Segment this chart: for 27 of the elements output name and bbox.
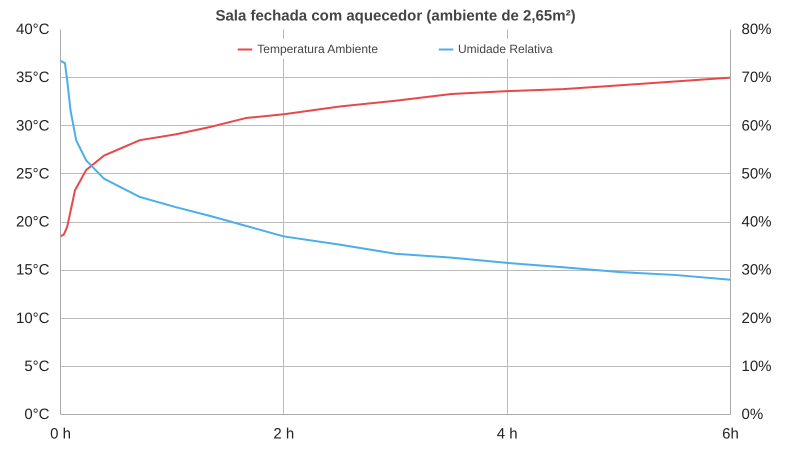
line-series <box>60 60 730 281</box>
y2-tick-label: 60% <box>742 117 772 134</box>
y2-tick-label: 40% <box>742 214 772 230</box>
y-tick-label: 15°C <box>16 262 50 279</box>
y-tick-label: 20°C <box>16 214 50 230</box>
y-tick-label: 0°C <box>24 406 50 423</box>
x-tick-label: 0 h <box>50 426 71 442</box>
x-tick-label: 2 h <box>273 426 294 442</box>
y2-tick-label: 0% <box>742 406 764 423</box>
y2-tick-label: 10% <box>742 358 772 375</box>
y-tick-label: 30°C <box>16 117 50 134</box>
y2-tick-label: 70% <box>742 69 772 86</box>
y-tick-label: 40°C <box>16 21 50 38</box>
chart-title: Sala fechada com aquecedor (ambiente de 2,65m²) <box>215 8 576 24</box>
y2-tick-label: 20% <box>742 310 772 327</box>
x-tick-label: 6h <box>722 426 739 442</box>
y-tick-label: 5°C <box>24 358 50 375</box>
y-tick-label: 25°C <box>16 165 50 182</box>
x-tick-label: 4 h <box>496 426 518 442</box>
y2-tick-label: 50% <box>742 165 772 182</box>
legend-label: Umidade Relativa <box>458 42 553 56</box>
y-tick-label: 35°C <box>16 69 50 86</box>
y2-tick-label: 80% <box>742 21 772 38</box>
y-tick-label: 10°C <box>16 310 50 327</box>
legend-label: Temperatura Ambiente <box>257 42 378 56</box>
y2-tick-label: 30% <box>742 262 772 279</box>
line-series <box>60 76 730 238</box>
